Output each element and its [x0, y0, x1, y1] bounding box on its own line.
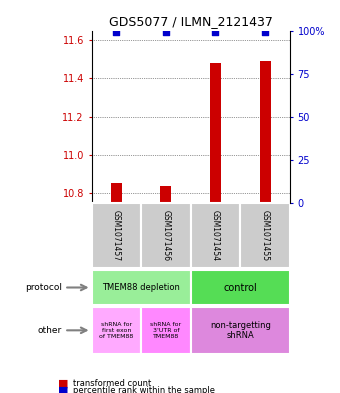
Title: GDS5077 / ILMN_2121437: GDS5077 / ILMN_2121437 [109, 15, 273, 28]
Bar [91, 307, 141, 354]
Bar [191, 270, 290, 305]
Bar [240, 203, 290, 268]
Point [163, 29, 169, 35]
Bar [191, 307, 290, 354]
Bar [91, 270, 191, 305]
Text: ■: ■ [58, 378, 68, 389]
Text: protocol: protocol [25, 283, 62, 292]
Bar [111, 183, 122, 203]
Bar [260, 61, 271, 203]
Point [262, 29, 268, 35]
Text: GSM1071456: GSM1071456 [162, 210, 170, 261]
Bar [210, 63, 221, 203]
Bar [91, 203, 141, 268]
Text: shRNA for
3'UTR of
TMEM88: shRNA for 3'UTR of TMEM88 [150, 322, 182, 339]
Point [213, 29, 218, 35]
Bar [191, 203, 240, 268]
Text: GSM1071454: GSM1071454 [211, 210, 220, 261]
Text: percentile rank within the sample: percentile rank within the sample [73, 386, 215, 393]
Bar [141, 203, 191, 268]
Text: GSM1071457: GSM1071457 [112, 210, 121, 261]
Point [114, 29, 119, 35]
Text: other: other [37, 326, 62, 335]
Bar [141, 307, 191, 354]
Text: control: control [223, 283, 257, 292]
Text: shRNA for
first exon
of TMEM88: shRNA for first exon of TMEM88 [99, 322, 133, 339]
Text: TMEM88 depletion: TMEM88 depletion [102, 283, 180, 292]
Text: ■: ■ [58, 386, 68, 393]
Text: GSM1071455: GSM1071455 [260, 210, 270, 261]
Text: transformed count: transformed count [73, 379, 151, 388]
Text: non-targetting
shRNA: non-targetting shRNA [210, 321, 271, 340]
Bar [160, 186, 171, 203]
